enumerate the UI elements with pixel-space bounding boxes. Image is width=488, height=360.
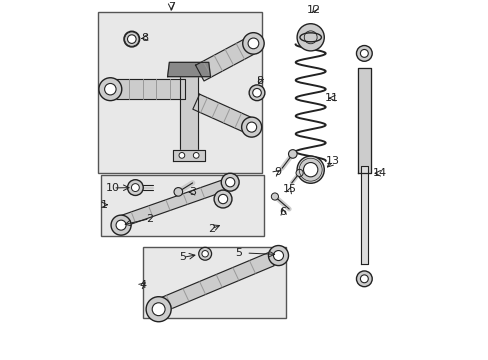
Text: 7: 7 [167,2,174,12]
Circle shape [249,85,264,101]
Text: 15: 15 [283,184,296,194]
Circle shape [152,303,165,316]
Circle shape [273,251,283,261]
Circle shape [104,84,116,95]
Circle shape [271,193,278,200]
Bar [101,175,264,236]
Polygon shape [357,68,370,173]
Circle shape [304,31,317,44]
Text: 8: 8 [256,76,263,86]
Text: 5: 5 [235,248,242,258]
Circle shape [193,153,199,158]
Circle shape [246,122,256,132]
Text: 9: 9 [273,167,281,177]
Circle shape [218,194,227,204]
Text: 4: 4 [139,280,146,290]
Circle shape [202,251,208,257]
Circle shape [221,173,239,191]
Circle shape [99,78,122,101]
Polygon shape [106,79,185,99]
Polygon shape [360,166,367,265]
Text: 14: 14 [372,168,386,178]
Bar [98,12,262,173]
Circle shape [146,297,171,322]
Circle shape [174,188,182,196]
Text: 2: 2 [207,224,215,234]
Circle shape [242,33,264,54]
Circle shape [268,246,288,266]
Polygon shape [180,66,198,157]
Circle shape [303,162,317,177]
Circle shape [241,117,261,137]
Text: 8: 8 [141,33,147,43]
Circle shape [288,150,297,158]
Circle shape [295,169,303,176]
Circle shape [360,275,367,283]
Circle shape [127,35,136,44]
Polygon shape [192,94,251,132]
Polygon shape [173,150,205,161]
Polygon shape [167,62,210,77]
Circle shape [356,271,371,287]
Circle shape [297,156,324,183]
Text: 10: 10 [106,183,120,193]
Text: 5: 5 [179,252,186,262]
Circle shape [252,89,261,97]
Circle shape [247,38,258,49]
Circle shape [225,177,234,187]
Text: 3: 3 [189,187,196,197]
Circle shape [214,190,231,208]
Circle shape [123,31,140,47]
Text: 13: 13 [325,157,340,166]
Circle shape [356,46,371,61]
Text: 11: 11 [325,93,339,103]
Circle shape [297,24,324,51]
Text: 6: 6 [279,207,286,217]
Circle shape [360,49,367,57]
Circle shape [131,184,139,192]
Text: 2: 2 [146,214,153,224]
Polygon shape [157,252,274,312]
Circle shape [116,220,126,230]
Bar [142,247,285,318]
Polygon shape [195,39,254,81]
Text: 12: 12 [306,5,321,15]
Circle shape [111,215,131,235]
Text: 1: 1 [100,200,107,210]
Polygon shape [119,180,224,227]
Circle shape [198,247,211,260]
Circle shape [179,153,184,158]
Circle shape [127,180,143,195]
